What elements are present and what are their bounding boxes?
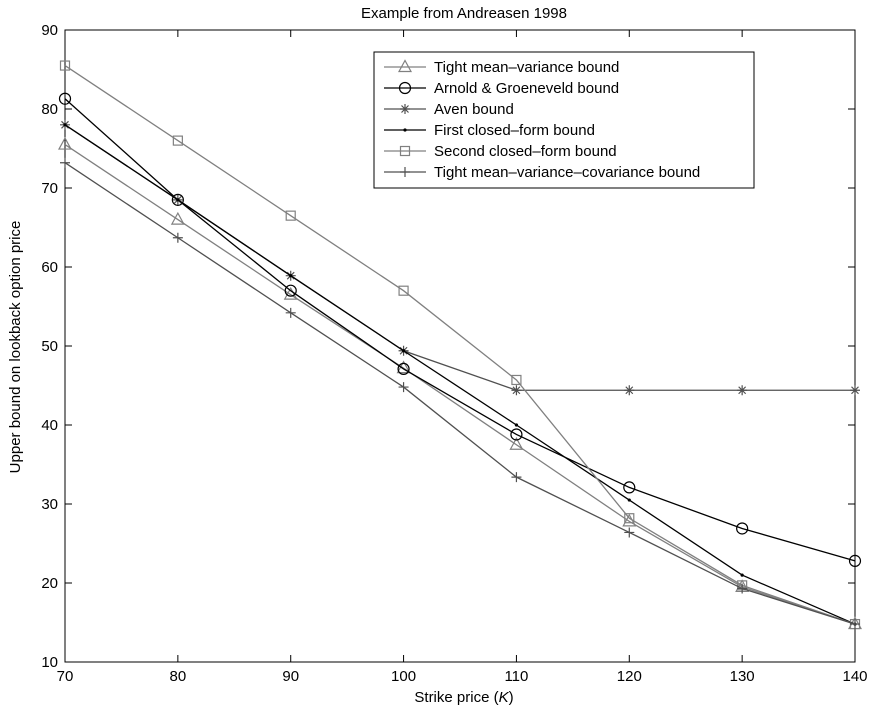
data-point	[285, 307, 296, 318]
data-point	[283, 286, 298, 300]
legend-entry: Aven bound	[384, 101, 514, 118]
y-axis-label: Upper bound on lookback option price	[7, 221, 24, 474]
x-tick-label: 140	[842, 668, 867, 685]
data-point	[398, 382, 409, 393]
series-line	[64, 98, 856, 562]
legend-label: First closed–form bound	[434, 122, 595, 139]
legend-entry: Arnold & Groeneveld bound	[384, 80, 619, 97]
data-point	[511, 472, 522, 483]
data-point	[740, 573, 744, 577]
data-point	[848, 554, 862, 567]
data-point	[514, 423, 519, 427]
x-tick-label: 100	[391, 668, 416, 685]
series-line	[64, 162, 856, 625]
series-5	[59, 60, 861, 630]
x-axis-label-close: )	[509, 689, 514, 706]
series-layer	[57, 60, 863, 630]
data-point	[623, 481, 636, 494]
data-point	[60, 157, 70, 168]
x-tick-label: 80	[170, 668, 187, 685]
data-point	[850, 385, 860, 396]
y-tick-label: 90	[41, 22, 58, 39]
data-point	[176, 198, 180, 202]
y-tick-label: 30	[41, 496, 58, 513]
data-point	[624, 513, 635, 524]
data-point	[285, 210, 296, 221]
series-line	[64, 124, 856, 625]
x-axis-label: Strike price (K)	[414, 689, 513, 706]
data-point	[624, 385, 635, 396]
x-tick-label: 70	[57, 668, 74, 685]
data-point	[289, 274, 293, 278]
series-line	[64, 144, 856, 625]
legend-label: Arnold & Groeneveld bound	[434, 80, 619, 97]
series-line	[64, 65, 856, 625]
data-point	[736, 522, 749, 535]
data-point	[850, 619, 860, 630]
series-1	[57, 136, 863, 630]
y-axis-ticks: 10 20 30 40 50 60 70 80 90	[41, 22, 855, 671]
y-tick-label: 70	[41, 180, 58, 197]
legend-label: Second closed–form bound	[434, 143, 617, 160]
legend-label: Tight mean–variance bound	[434, 59, 619, 76]
x-axis-label-main: Strike price (	[414, 689, 498, 706]
data-point	[737, 385, 748, 396]
data-point	[397, 362, 410, 376]
series-4	[63, 123, 857, 626]
legend: Tight mean–variance bound Arnold & Groene…	[373, 51, 755, 189]
y-tick-label: 80	[41, 101, 58, 118]
y-tick-label: 60	[41, 259, 58, 276]
data-point	[624, 527, 635, 538]
series-2	[58, 92, 862, 567]
legend-label: Aven bound	[434, 101, 514, 118]
y-tick-label: 40	[41, 417, 58, 434]
x-tick-label: 120	[617, 668, 642, 685]
data-point	[172, 135, 183, 146]
data-point	[509, 436, 524, 450]
data-point	[627, 498, 631, 502]
data-point	[284, 284, 297, 297]
x-tick-label: 90	[282, 668, 299, 685]
data-point	[63, 123, 67, 127]
legend-entry: First closed–form bound	[384, 122, 595, 139]
data-point	[400, 167, 410, 177]
data-point	[398, 81, 412, 95]
data-point	[737, 583, 748, 594]
data-point	[511, 374, 522, 386]
data-point	[172, 232, 183, 243]
data-point	[397, 59, 413, 73]
data-point	[59, 60, 71, 71]
legend-box	[373, 51, 755, 189]
data-point	[58, 92, 72, 105]
data-point	[170, 211, 185, 225]
y-tick-label: 20	[41, 575, 58, 592]
data-point	[171, 193, 184, 206]
x-axis-label-symbol: K	[499, 689, 510, 706]
legend-label: Tight mean–variance–covariance bound	[434, 164, 700, 181]
legend-entry: Tight mean–variance bound	[384, 59, 619, 76]
data-point	[511, 385, 522, 396]
data-point	[57, 136, 73, 150]
chart-title: Example from Andreasen 1998	[361, 5, 567, 22]
y-tick-label: 10	[41, 654, 58, 671]
series-6	[60, 157, 860, 630]
data-point	[510, 428, 523, 441]
x-tick-label: 130	[730, 668, 755, 685]
y-tick-label: 50	[41, 338, 58, 355]
data-point	[399, 145, 411, 157]
data-point	[400, 104, 410, 114]
data-point	[398, 285, 409, 296]
legend-entry: Tight mean–variance–covariance bound	[384, 164, 700, 181]
data-point	[403, 128, 407, 132]
x-axis-ticks: 70 80 90 100 110 120 130 140	[57, 30, 868, 685]
legend-entry: Second closed–form bound	[384, 143, 617, 160]
x-tick-label: 110	[504, 668, 528, 685]
data-point	[401, 349, 406, 353]
